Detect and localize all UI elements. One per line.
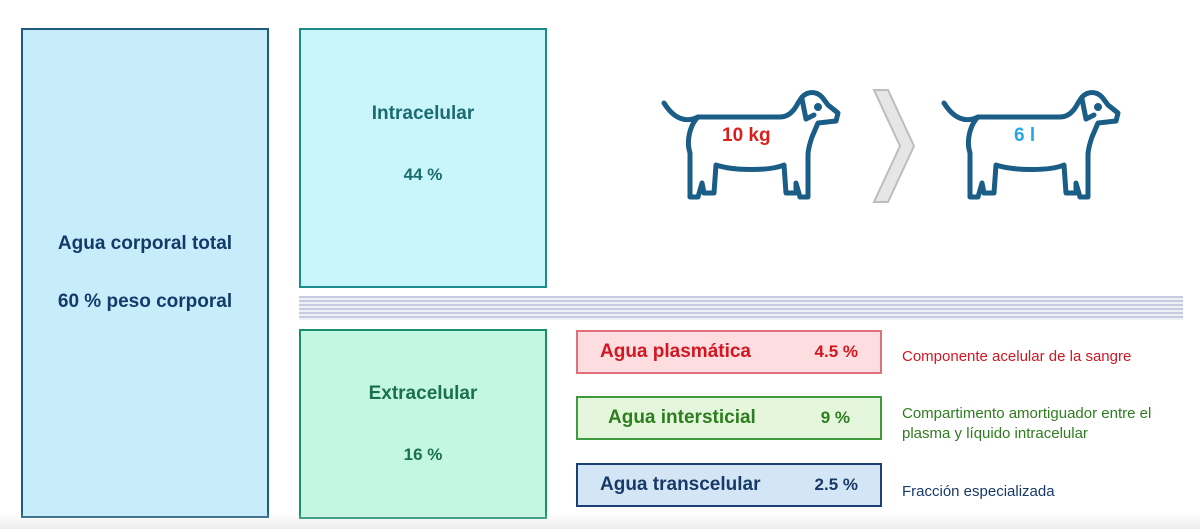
total-water-title: Agua corporal total — [57, 233, 233, 254]
transcellular-water-name: Agua transcelular — [600, 474, 761, 495]
dog-weight-label: 10 kg — [722, 125, 771, 146]
transcellular-water-description: Fracción especializada — [902, 483, 1055, 500]
intracellular-percent: 44 % — [403, 165, 443, 184]
interstitial-water-description: Compartimento amortiguador entre el plas… — [902, 405, 1152, 442]
intracellular-title: Intracelular — [371, 103, 475, 124]
interstitial-water-name: Agua intersticial — [608, 407, 756, 428]
intracellular-box: Intracelular 44 % — [299, 28, 547, 288]
dog-icon — [941, 90, 1121, 200]
interstitial-water-percent: 9 % — [820, 408, 850, 427]
extracellular-percent: 16 % — [403, 445, 443, 464]
extracellular-title: Extracelular — [368, 383, 478, 404]
transcellular-water-percent: 2.5 % — [814, 475, 858, 494]
interstitial-water-box: Agua intersticial 9 % — [576, 396, 882, 440]
compartment-divider — [299, 296, 1183, 320]
plasma-water-percent: 4.5 % — [814, 342, 858, 361]
plasma-water-box: Agua plasmática 4.5 % — [576, 330, 882, 374]
dog-volume-label: 6 l — [1014, 125, 1036, 146]
bottom-shadow — [0, 512, 1200, 529]
extracellular-box: Extracelular 16 % — [299, 329, 547, 519]
transcellular-water-box: Agua transcelular 2.5 % — [576, 463, 882, 507]
plasma-water-description: Componente acelular de la sangre — [902, 348, 1132, 365]
plasma-water-name: Agua plasmática — [600, 341, 751, 362]
total-water-subtitle: 60 % peso corporal — [57, 291, 233, 312]
chevron-right-icon — [872, 89, 916, 203]
total-water-box: Agua corporal total 60 % peso corporal — [21, 28, 269, 518]
dog-icon — [661, 90, 841, 200]
